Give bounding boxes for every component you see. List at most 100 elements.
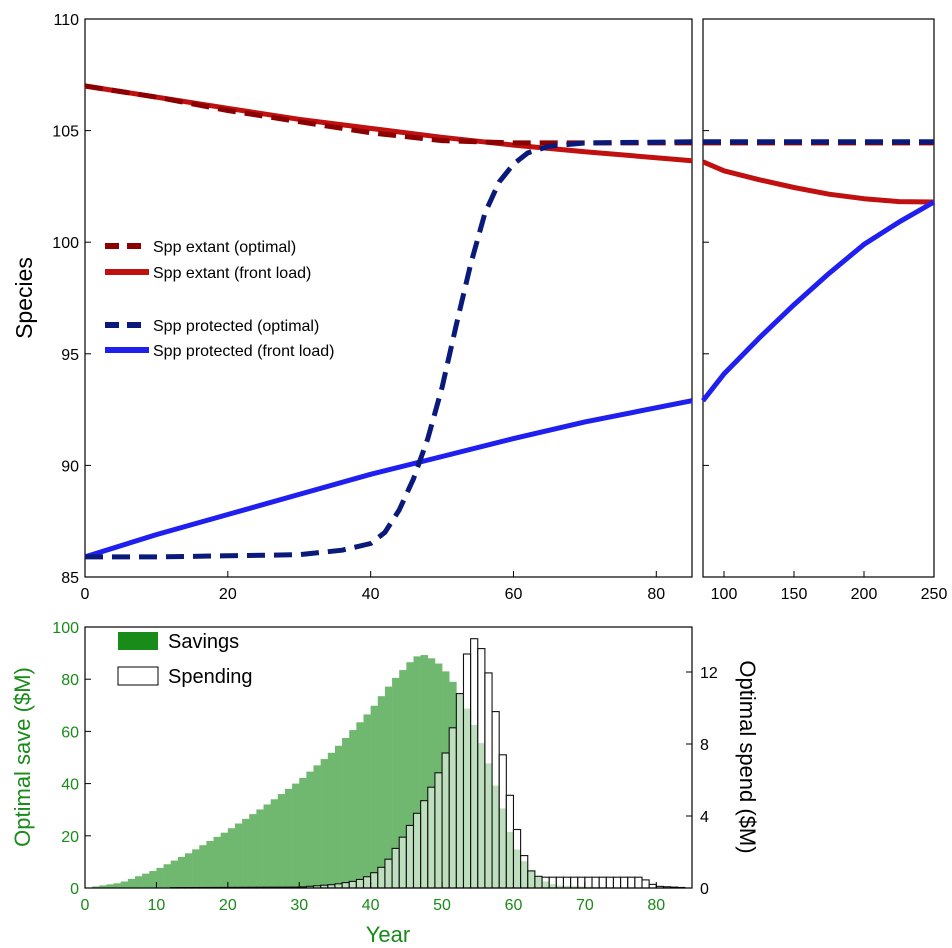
savings-bar [242,818,250,888]
spending-bar [355,878,365,889]
savings-bar [199,845,207,888]
top-legend: Spp extant (optimal) Spp extant (front l… [105,239,334,360]
spending-bar [391,847,400,889]
y-right-tick-label: 8 [700,737,709,754]
spending-bar [555,876,565,889]
x-tick-label: 10 [148,897,166,914]
legend-label-protected-optimal: Spp protected (optimal) [153,318,319,335]
top-ylabel: Species [11,257,37,339]
y-tick-label: 20 [61,829,79,846]
x-tick-label: 70 [576,897,594,914]
spending-bar [634,876,643,889]
savings-bar [249,814,257,888]
spending-bar [562,876,572,889]
savings-bar [134,876,143,888]
savings-bar [256,809,264,888]
y-tick-label: 100 [52,235,79,252]
spending-bar [477,648,486,889]
savings-bar [192,849,200,888]
top-left-ticks: 0 20 40 60 80 85 90 95 100 105 110 [52,12,665,603]
x-tick-label: 60 [505,586,523,603]
savings-bar [142,873,150,888]
savings-bar [220,832,229,888]
savings-bar [349,730,357,888]
savings-bar [420,655,429,888]
savings-bar [120,881,129,888]
spending-bar [598,876,607,889]
savings-bar [213,836,221,888]
spending-bar [520,855,529,889]
savings-bar [106,884,114,888]
series-line-spp-protected-front-load-top-left [84,398,693,560]
top-left-plot [84,83,693,560]
spending-bar [512,828,522,889]
spending-bar [612,876,622,889]
spending-bar [491,711,500,889]
bottom-ylabel-right: Optimal spend ($M) [735,660,760,853]
x-tick-label: 50 [433,897,451,914]
spending-bar [605,876,614,889]
savings-bar [392,677,400,888]
spending-bar [498,754,507,889]
savings-bar [234,823,243,888]
savings-bar [277,794,286,888]
bottom-axes [84,626,693,889]
spending-bar [398,836,407,889]
savings-bar [156,867,164,888]
savings-bar [263,804,271,888]
x-tick-label: 200 [851,586,878,603]
savings-bar [227,828,236,888]
top-right-plot [701,139,936,403]
savings-bar [427,658,436,888]
x-tick-label: 40 [362,897,380,914]
savings-bar [92,886,100,888]
x-tick-label: 20 [219,586,237,603]
legend-swatch-spending [117,666,159,686]
x-tick-label: 0 [81,897,90,914]
bottom-bars [85,638,686,889]
spending-bar [577,876,586,889]
savings-bar [99,885,107,888]
savings-bar [356,722,364,888]
spending-bar [434,772,443,889]
savings-bar [370,705,379,888]
savings-bar [384,686,393,888]
spending-bar [541,876,550,889]
top-right-axes [702,18,935,578]
spending-bar [348,880,357,889]
spending-bar [641,879,650,889]
savings-bar [342,737,350,888]
x-tick-label: 40 [362,586,380,603]
savings-bar [270,799,279,888]
x-tick-label: 30 [290,897,308,914]
series-line-spp-extant-front-load-top-right [702,159,935,205]
x-tick-label: 80 [647,586,665,603]
legend-label-extant-front: Spp extant (front load) [153,265,311,282]
y-tick-label: 95 [61,347,79,364]
y-right-tick-label: 12 [700,665,718,682]
top-right-ticks: 100 150 200 250 [703,18,947,603]
bottom-xlabel: Year [366,922,410,947]
y-tick-label: 80 [61,672,79,689]
legend-label-spending: Spending [168,666,253,688]
savings-bar [320,759,329,888]
spending-bar [384,858,393,889]
y-tick-label: 110 [53,12,79,29]
savings-bar [413,656,421,888]
x-tick-label: 80 [647,897,665,914]
x-tick-label: 20 [219,897,237,914]
savings-bar [377,696,386,888]
legend-swatch-savings [118,632,158,650]
spending-bar [412,812,422,889]
spending-bar [334,883,343,889]
spending-bar [405,824,415,889]
savings-bar [363,714,371,888]
savings-bar [299,777,307,888]
spending-bar [620,876,629,889]
savings-bar [292,783,300,888]
spending-bar [527,870,536,889]
savings-bar [306,771,314,888]
savings-bar [284,788,293,888]
spending-bar [362,876,372,889]
